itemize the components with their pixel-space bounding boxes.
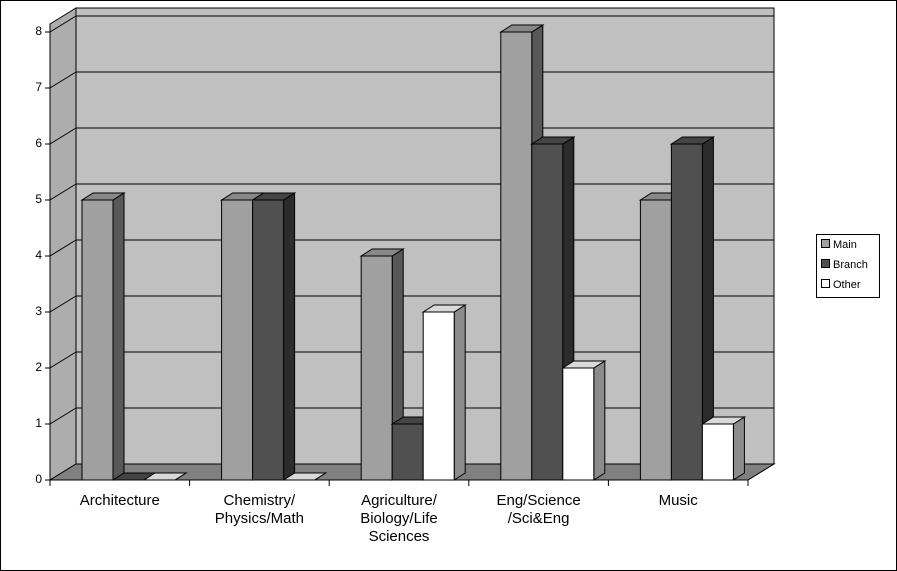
y-tick-label: 5 bbox=[35, 192, 42, 206]
bar-main-0 bbox=[81, 199, 114, 481]
x-tick-label-line: Biology/Life bbox=[360, 510, 438, 527]
bar-other-3-top bbox=[561, 360, 607, 369]
bar-main-3-top bbox=[499, 24, 545, 33]
y-tick-label: 8 bbox=[35, 24, 42, 38]
bar-other-2-top bbox=[421, 304, 467, 313]
bar-main-0-top bbox=[80, 192, 126, 201]
legend-label-branch: Branch bbox=[833, 259, 868, 271]
bar-branch-2 bbox=[391, 423, 424, 481]
gridline-side bbox=[49, 15, 77, 33]
y-tick-label: 0 bbox=[35, 472, 42, 486]
bar-main-4 bbox=[639, 199, 672, 481]
gridline-side bbox=[49, 407, 77, 425]
legend-swatch-other bbox=[821, 279, 830, 288]
x-tick-label: Music bbox=[613, 492, 743, 510]
bar-other-3-side bbox=[593, 360, 606, 481]
bar-branch-1 bbox=[252, 199, 285, 481]
bar-branch-3 bbox=[531, 143, 564, 481]
x-tick-label-line: Architecture bbox=[79, 492, 160, 509]
x-tick-label-line: Music bbox=[658, 492, 698, 509]
bar-other-2-side bbox=[453, 304, 466, 481]
x-tick-label: Architecture bbox=[55, 492, 185, 510]
x-tick-label: Agriculture/Biology/Life Sciences bbox=[334, 492, 464, 546]
gridline-side bbox=[49, 295, 77, 313]
y-tick-label: 7 bbox=[35, 80, 42, 94]
bar-branch-4 bbox=[670, 143, 703, 481]
x-tick-label-line: Sciences bbox=[368, 528, 430, 545]
bar-other-4 bbox=[701, 423, 734, 481]
x-tick-label: Chemistry/Physics/Math bbox=[194, 492, 324, 528]
bar-other-4-top bbox=[700, 416, 747, 425]
bar-branch-4-top bbox=[669, 136, 716, 145]
gridline-side bbox=[49, 239, 77, 257]
bar-other-2 bbox=[422, 311, 455, 481]
x-tick-label-line: Agriculture/ bbox=[361, 492, 437, 509]
bar-main-3 bbox=[500, 31, 533, 481]
bar-main-2-top bbox=[359, 248, 405, 257]
bar-main-2 bbox=[360, 255, 393, 481]
legend-item-main: Main bbox=[821, 239, 857, 252]
chart-side-wall bbox=[49, 7, 77, 481]
legend-swatch-main bbox=[821, 239, 830, 248]
gridline-side bbox=[49, 71, 77, 89]
bar-main-0-side bbox=[112, 192, 125, 481]
bar-branch-1-top bbox=[250, 192, 297, 201]
legend-label-other: Other bbox=[833, 279, 861, 291]
y-tick-label: 2 bbox=[35, 360, 42, 374]
x-tick-label-line: Chemistry/ bbox=[223, 492, 296, 509]
legend-item-branch: Branch bbox=[821, 259, 868, 272]
y-tick-label: 4 bbox=[35, 248, 42, 262]
bar-branch-1-side bbox=[283, 192, 296, 481]
x-tick-label-line: Physics/Math bbox=[214, 510, 304, 527]
gridline-side bbox=[49, 351, 77, 369]
y-tick-label: 3 bbox=[35, 304, 42, 318]
x-tick-label-line: /Sci&Eng bbox=[507, 510, 570, 527]
y-tick-label: 1 bbox=[35, 416, 42, 430]
bar-main-1 bbox=[221, 199, 254, 481]
gridline-side bbox=[49, 127, 77, 145]
x-tick-label-line: Eng/Science bbox=[496, 492, 581, 509]
legend-label-main: Main bbox=[833, 239, 857, 251]
y-tick-label: 6 bbox=[35, 136, 42, 150]
chart-legend: Main Branch Other bbox=[816, 234, 880, 298]
bar-other-4-side bbox=[732, 416, 745, 481]
legend-item-other: Other bbox=[821, 279, 861, 292]
legend-swatch-branch bbox=[821, 259, 830, 268]
gridline-side bbox=[49, 183, 77, 201]
x-tick-label: Eng/Science/Sci&Eng bbox=[474, 492, 604, 528]
bar-branch-3-top bbox=[530, 136, 576, 145]
bar-other-3 bbox=[562, 367, 595, 481]
bar-other-1-top bbox=[281, 472, 328, 481]
bar-other-0-top bbox=[142, 472, 188, 481]
